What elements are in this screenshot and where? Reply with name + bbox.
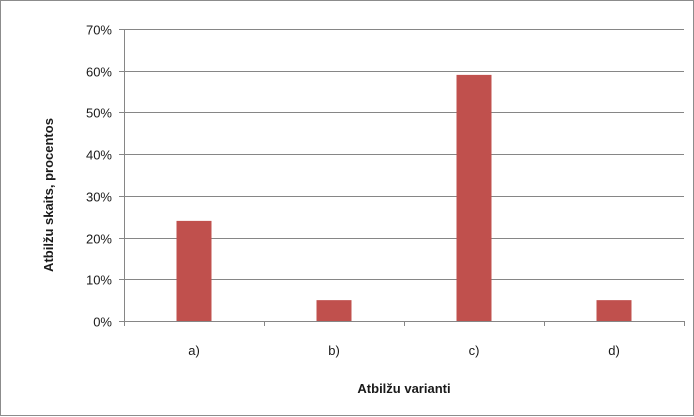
y-tick-label: 30% xyxy=(86,190,112,205)
x-tick-labels: a) b) c) d) xyxy=(188,343,620,358)
bars xyxy=(176,74,632,321)
x-tick-label: b) xyxy=(328,343,340,358)
axes xyxy=(119,29,685,326)
y-tick-label: 40% xyxy=(86,148,112,163)
y-tick-label: 60% xyxy=(86,65,112,80)
y-axis-title: Atbilžu skaits, procentos xyxy=(41,118,56,272)
y-tick-label: 50% xyxy=(86,106,112,121)
x-axis-title: Atbilžu varianti xyxy=(357,381,450,396)
bar-c xyxy=(456,74,492,321)
gridlines xyxy=(124,29,684,280)
y-tick-label: 20% xyxy=(86,232,112,247)
y-tick-label: 0% xyxy=(93,315,112,330)
y-tick-label: 70% xyxy=(86,23,112,38)
x-tick-label: d) xyxy=(608,343,620,358)
bar-d xyxy=(596,300,632,321)
x-tick-label: a) xyxy=(188,343,200,358)
bar-a xyxy=(176,220,212,321)
bar-b xyxy=(316,300,352,321)
x-tick-label: c) xyxy=(469,343,480,358)
y-tick-labels: 0% 10% 20% 30% 40% 50% 60% 70% xyxy=(86,23,112,330)
y-tick-label: 10% xyxy=(86,273,112,288)
